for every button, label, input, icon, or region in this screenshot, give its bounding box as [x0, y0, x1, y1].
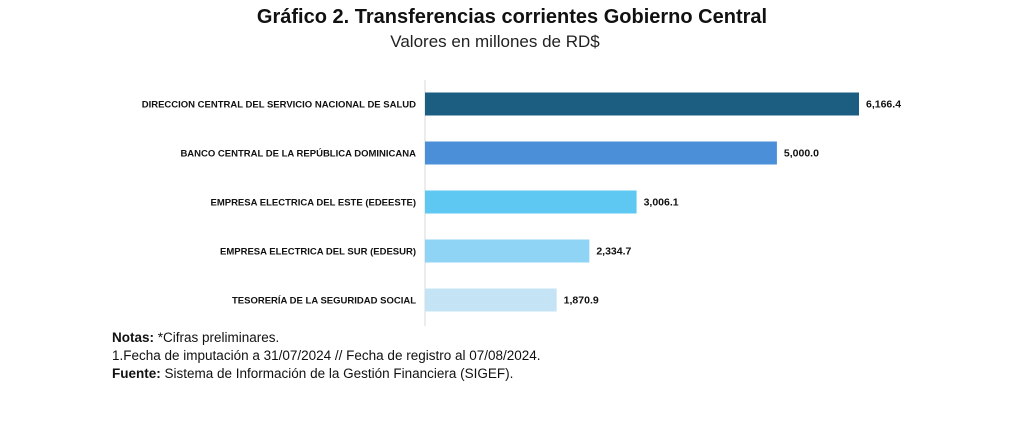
bar — [425, 141, 777, 165]
notes-label: Notas: — [112, 330, 155, 345]
category-label: BANCO CENTRAL DE LA REPÚBLICA DOMINICANA — [180, 148, 416, 160]
chart-title: Gráfico 2. Transferencias corrientes Gob… — [256, 6, 768, 28]
bar — [425, 92, 859, 116]
notes-line-1: Notas: *Cifras preliminares. — [112, 329, 541, 347]
chart-subtitle: Valores en millones de RD$ — [390, 32, 600, 51]
chart-notes: Notas: *Cifras preliminares. 1.Fecha de … — [112, 329, 541, 383]
category-label: EMPRESA ELECTRICA DEL ESTE (EDEESTE) — [210, 198, 416, 209]
source-label: Fuente: — [112, 366, 161, 381]
bar — [425, 239, 590, 263]
notes-line-2: 1.Fecha de imputación a 31/07/2024 // Fe… — [112, 348, 541, 363]
bar — [425, 190, 637, 214]
bar — [425, 288, 557, 312]
data-label: 1,870.9 — [564, 295, 599, 307]
category-label: EMPRESA ELECTRICA DEL SUR (EDESUR) — [220, 247, 416, 258]
data-label: 5,000.0 — [784, 148, 819, 160]
data-label: 6,166.4 — [866, 99, 901, 111]
category-label: DIRECCION CENTRAL DEL SERVICIO NACIONAL … — [142, 100, 416, 111]
data-label: 2,334.7 — [596, 246, 631, 258]
bar-chart: DIRECCION CENTRAL DEL SERVICIO NACIONAL … — [142, 80, 901, 326]
data-label: 3,006.1 — [644, 197, 679, 209]
category-label: TESORERÍA DE LA SEGURIDAD SOCIAL — [232, 296, 416, 307]
notes-text: *Cifras preliminares. — [154, 330, 280, 345]
notes-line-3: Fuente: Sistema de Información de la Ges… — [112, 365, 541, 383]
source-text: Sistema de Información de la Gestión Fin… — [160, 366, 514, 381]
